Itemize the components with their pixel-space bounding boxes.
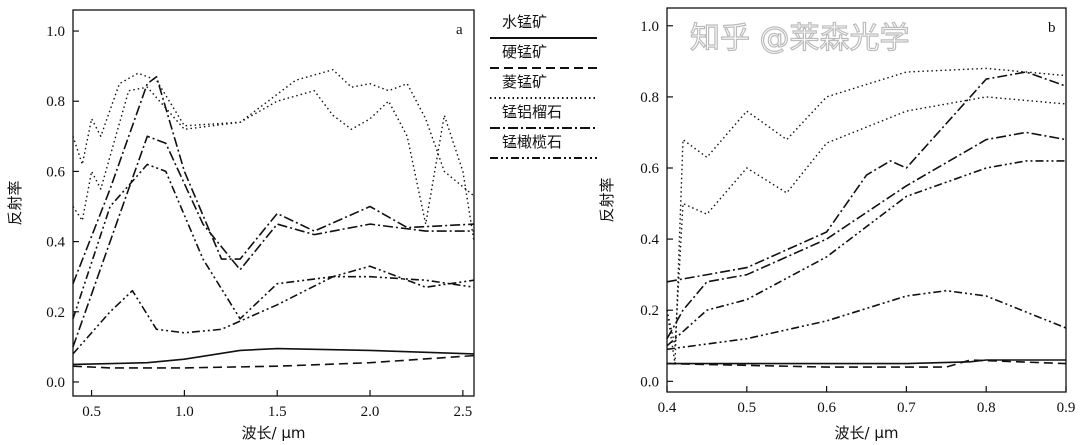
watermark: 知乎 @莱森光学 [690, 21, 910, 56]
legend-label: 水锰矿 [502, 13, 547, 31]
series-line-dashdot [666, 131, 1067, 340]
y-tick-label: 0.2 [640, 303, 659, 319]
y-tick-label: 0.6 [640, 161, 659, 177]
x-tick-label: 0.6 [817, 400, 836, 416]
plot-frame [666, 7, 1067, 393]
series-line-solid [667, 359, 1066, 365]
x-axis-label: 波长/ μm [242, 424, 306, 442]
series-line-dashed [72, 354, 475, 369]
x-tick-label: 0.7 [897, 400, 916, 416]
y-tick-label: 0.8 [46, 94, 65, 110]
series-line-dashdotdot [72, 163, 475, 320]
series-line-solid [72, 347, 475, 366]
series-line-dashdot [666, 71, 1067, 283]
series-line-dotted [72, 86, 475, 242]
y-tick-label: 1.0 [46, 24, 65, 40]
x-tick-label: 0.8 [977, 400, 996, 416]
y-tick-label: 0.0 [46, 375, 65, 391]
series-line-dashdotdot [666, 289, 1067, 351]
x-axis-label: 波长/ μm [835, 424, 899, 442]
plot-frame [72, 9, 475, 397]
x-tick-label: 1.0 [175, 404, 194, 420]
x-tick-label: 2.5 [453, 404, 472, 420]
panel-label: b [1048, 20, 1056, 36]
y-axis-label: 反射率 [598, 177, 616, 222]
x-tick-label: 0.5 [737, 400, 756, 416]
series-line-dashdot [72, 75, 475, 284]
y-tick-label: 0.4 [640, 232, 659, 248]
legend-label: 菱锰矿 [502, 73, 547, 91]
x-tick-label: 0.9 [1057, 400, 1076, 416]
series-line-dashdotdot [666, 160, 1066, 347]
x-tick-label: 2.0 [361, 404, 380, 420]
y-axis-label: 反射率 [6, 180, 24, 225]
x-tick-label: 0.4 [658, 400, 677, 416]
panel-a: 0.5 1.0 1.5 2.0 2.5 0.0 0.2 0.4 0.6 0.8 1.0 波长/ μm 反… [6, 9, 475, 442]
y-tick-label: 0.4 [46, 235, 65, 251]
legend-label: 锰橄榄石 [502, 133, 562, 151]
x-tick-label: 1.5 [268, 404, 287, 420]
series-line-dashed [666, 359, 1067, 368]
series-line-dashdot [72, 135, 474, 348]
legend-label: 硬锰矿 [502, 43, 547, 61]
y-tick-label: 0.8 [640, 90, 659, 106]
series-line-dotted [666, 67, 1067, 365]
y-tick-label: 1.0 [640, 19, 659, 35]
y-tick-label: 0.0 [640, 374, 659, 390]
legend-label: 锰铝榴石 [502, 103, 562, 121]
y-tick-label: 0.6 [46, 164, 65, 180]
y-tick-label: 0.2 [46, 305, 65, 321]
panel-b: 0.4 0.5 0.6 0.7 0.8 0.9 0.0 0.2 0.4 0.6 0.8 1.0 波长/ … [598, 7, 1076, 442]
x-tick-label: 0.5 [82, 404, 101, 420]
panel-label: a [456, 22, 463, 38]
